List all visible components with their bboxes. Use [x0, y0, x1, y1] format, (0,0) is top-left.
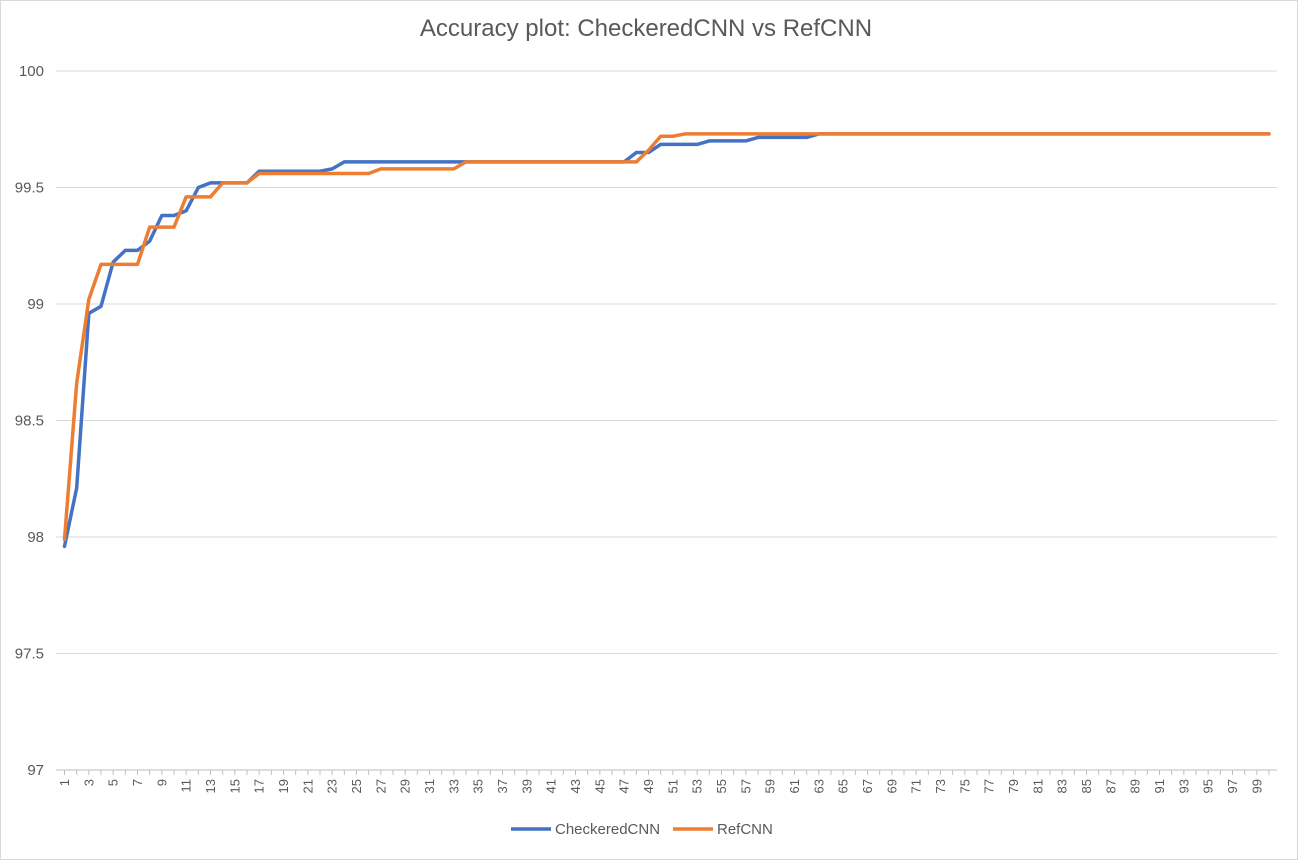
x-tick-label: 87 [1103, 779, 1118, 793]
x-tick-label: 23 [325, 779, 340, 793]
x-tick-label: 33 [446, 779, 461, 793]
x-tick-label: 63 [811, 779, 826, 793]
x-tick-label: 51 [665, 779, 680, 793]
x-tick-label: 65 [836, 779, 851, 793]
x-tick-label: 11 [179, 779, 194, 793]
x-tick-label: 61 [787, 779, 802, 793]
x-tick-label: 95 [1201, 779, 1216, 793]
x-tick-label: 5 [106, 779, 121, 786]
x-tick-label: 83 [1055, 779, 1070, 793]
y-tick-label: 99.5 [15, 180, 44, 197]
x-tick-label: 39 [519, 779, 534, 793]
legend-label-checkeredcnn: CheckeredCNN [555, 821, 660, 838]
legend-label-refcnn: RefCNN [717, 821, 773, 838]
x-tick-label: 13 [203, 779, 218, 793]
x-tick-label: 97 [1225, 779, 1240, 793]
x-tick-label: 93 [1176, 779, 1191, 793]
x-tick-label: 47 [617, 779, 632, 793]
gridlines [56, 70, 1277, 654]
y-tick-label: 98.5 [15, 413, 44, 430]
x-tick-label: 25 [349, 779, 364, 793]
x-tick-label: 67 [860, 779, 875, 793]
x-tick-label: 73 [933, 779, 948, 793]
y-tick-label: 97 [27, 762, 44, 779]
x-tick-label: 31 [422, 779, 437, 793]
x-tick-label: 57 [738, 779, 753, 793]
x-tick-label: 75 [957, 779, 972, 793]
x-tick-label: 37 [495, 779, 510, 793]
x-tick-label: 15 [227, 779, 242, 793]
y-tick-label: 100 [19, 63, 44, 80]
x-tick-label: 71 [909, 779, 924, 793]
y-axis-tick-labels: 97 97.5 98 98.5 99 99.5 100 [15, 63, 44, 779]
x-tick-label: 9 [154, 779, 169, 786]
x-tick-label: 1 [57, 779, 72, 786]
x-axis: 1 3 5 7 9 11 13 15 17 19 21 23 25 27 29 31 33 35 37 39 41 43 4… [56, 769, 1277, 793]
x-tick-label: 17 [252, 779, 267, 793]
x-tick-label: 55 [714, 779, 729, 793]
x-tick-label: 19 [276, 779, 291, 793]
x-tick-label: 43 [568, 779, 583, 793]
x-tick-label: 49 [641, 779, 656, 793]
x-tick-label: 35 [471, 779, 486, 793]
x-tick-label: 41 [544, 779, 559, 793]
y-tick-label: 97.5 [15, 646, 44, 663]
x-tick-label: 53 [690, 779, 705, 793]
x-tick-label: 91 [1152, 779, 1167, 793]
chart-title: Accuracy plot: CheckeredCNN vs RefCNN [420, 15, 872, 42]
x-tick-label: 7 [130, 779, 145, 786]
series-lines [62, 132, 1271, 549]
x-tick-label: 69 [884, 779, 899, 793]
x-tick-label: 99 [1249, 779, 1264, 793]
x-tick-label: 89 [1128, 779, 1143, 793]
y-tick-label: 98 [27, 529, 44, 546]
series-line-refcnn [62, 132, 1271, 542]
x-tick-label: 59 [763, 779, 778, 793]
x-tick-label: 85 [1079, 779, 1094, 793]
x-tick-label: 29 [398, 779, 413, 793]
x-tick-label: 27 [373, 779, 388, 793]
y-tick-label: 99 [27, 296, 44, 313]
x-tick-label: 79 [1006, 779, 1021, 793]
x-tick-label: 77 [982, 779, 997, 793]
legend: CheckeredCNN RefCNN [511, 821, 773, 838]
x-tick-label: 81 [1030, 779, 1045, 793]
x-tick-label: 21 [300, 779, 315, 793]
x-tick-label: 45 [592, 779, 607, 793]
x-tick-label: 3 [81, 779, 96, 786]
